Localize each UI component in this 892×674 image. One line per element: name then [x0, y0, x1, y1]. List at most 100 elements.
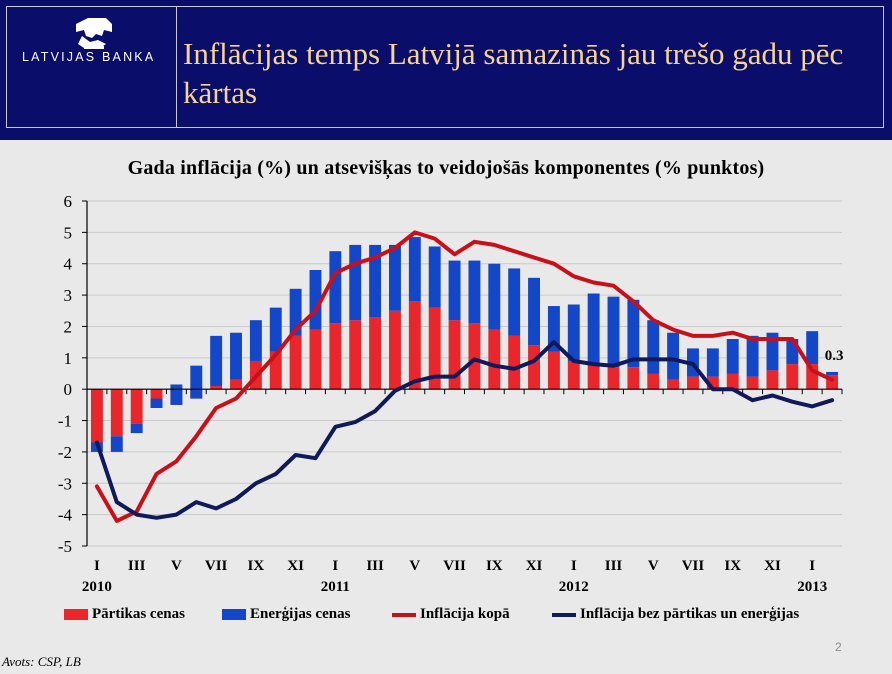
bar-energy: [667, 332, 680, 380]
bar-energy: [289, 288, 302, 336]
legend-item-core: Inflācija bez pārtikas un enerģijas: [552, 606, 799, 623]
bar-energy: [269, 307, 282, 352]
bar-energy: [428, 246, 441, 308]
x-tick-label: III: [366, 558, 384, 574]
y-tick-label: 4: [64, 255, 73, 274]
bar-energy: [468, 260, 481, 324]
x-year-label: 2013: [797, 579, 827, 595]
bar-food: [428, 307, 441, 390]
x-tick-label: I: [809, 558, 815, 574]
line-total-inflation: [94, 230, 835, 523]
bar-food: [746, 376, 759, 390]
x-tick-label: XI: [764, 558, 781, 574]
logo-text: LATVIJAS BANKA: [22, 50, 156, 64]
bar-food: [309, 329, 322, 390]
header-divider: [176, 6, 177, 128]
bar-energy: [508, 268, 521, 336]
bar-energy: [130, 423, 143, 434]
bar-food: [567, 360, 580, 390]
bar-energy: [826, 371, 839, 376]
y-tick-label: 5: [64, 223, 73, 242]
legend-swatch-energy: [222, 609, 246, 620]
y-tick-label: 1: [64, 349, 73, 368]
y-tick-label: -3: [58, 474, 72, 493]
logo-lion-head-shape: [76, 18, 112, 38]
x-tick-label: IX: [248, 558, 265, 574]
bar-food: [687, 376, 699, 390]
x-year-label: 2011: [321, 579, 350, 595]
x-tick-label: III: [128, 558, 146, 574]
bar-food: [130, 389, 143, 424]
page-number: 2: [835, 640, 842, 654]
header-banner: LATVIJAS BANKA Inflācijas temps Latvijā …: [0, 0, 892, 140]
bar-food: [289, 335, 302, 390]
bar-food: [647, 373, 660, 390]
x-year-label: 2010: [82, 579, 112, 595]
bar-food: [587, 364, 600, 390]
x-tick-label: V: [409, 558, 420, 574]
source-note: Avots: CSP, LB: [2, 654, 81, 669]
bar-energy: [786, 339, 799, 365]
bar-energy: [369, 244, 382, 318]
x-year-label: 2012: [559, 579, 589, 595]
bar-food: [329, 323, 342, 390]
bar-food: [667, 379, 680, 390]
bar-food: [210, 386, 223, 390]
legend-label-core: Inflācija bez pārtikas un enerģijas: [580, 606, 800, 622]
x-tick-label: I: [571, 558, 577, 574]
bar-food: [488, 329, 501, 390]
legend-item-total: Inflācija kopā: [392, 606, 510, 623]
bar-energy: [448, 260, 461, 321]
bar-energy: [110, 436, 123, 452]
y-tick-label: 0: [64, 380, 73, 399]
chart-title: Gada inflācija (%) un atsevišķas to veid…: [127, 157, 765, 179]
bar-food: [389, 310, 401, 390]
bar-food: [547, 351, 560, 390]
bar-food: [269, 351, 282, 390]
x-tick-label: VII: [443, 558, 466, 574]
bar-energy: [607, 296, 620, 368]
chart-bars: [90, 237, 839, 452]
bar-food: [607, 367, 620, 390]
bar-energy: [647, 320, 660, 374]
y-tick-label: 6: [64, 192, 73, 211]
line-core-inflation: [94, 340, 835, 520]
bar-energy: [746, 335, 759, 377]
bar-food: [369, 317, 382, 390]
data-label-annotation: 0.3: [825, 348, 844, 364]
bar-energy: [309, 270, 322, 330]
x-tick-label: IX: [486, 558, 503, 574]
x-tick-label: V: [648, 558, 659, 574]
bar-food: [706, 376, 719, 390]
bar-food: [627, 367, 640, 390]
y-tick-label: -2: [58, 443, 72, 462]
y-tick-label: -5: [58, 537, 72, 556]
legend-line-total: [392, 612, 416, 617]
bar-food: [448, 320, 461, 390]
legend-label-food: Pārtikas cenas: [92, 606, 185, 622]
chart-lines: [94, 230, 835, 523]
logo-lion-mane-shape: [78, 36, 106, 48]
x-tick-label: XI: [526, 558, 543, 574]
bar-energy: [567, 304, 580, 361]
bar-food: [726, 373, 739, 390]
bar-energy: [766, 332, 779, 371]
legend-swatch-food: [64, 609, 88, 620]
bar-food: [806, 364, 819, 390]
x-tick-label: VII: [205, 558, 228, 574]
bar-energy: [190, 365, 203, 399]
x-tick-label: I: [94, 558, 100, 574]
y-tick-label: 3: [64, 286, 73, 305]
legend-item-energy: Enerģijas cenas: [222, 606, 350, 623]
x-tick-label: I: [332, 558, 338, 574]
legend-line-core: [552, 612, 576, 617]
header-frame: [6, 6, 884, 128]
x-tick-label: VII: [682, 558, 705, 574]
bar-food: [110, 389, 123, 437]
bar-energy: [249, 320, 262, 361]
bar-energy: [349, 244, 362, 321]
bar-energy: [329, 251, 342, 324]
y-tick-label: -1: [58, 412, 72, 431]
